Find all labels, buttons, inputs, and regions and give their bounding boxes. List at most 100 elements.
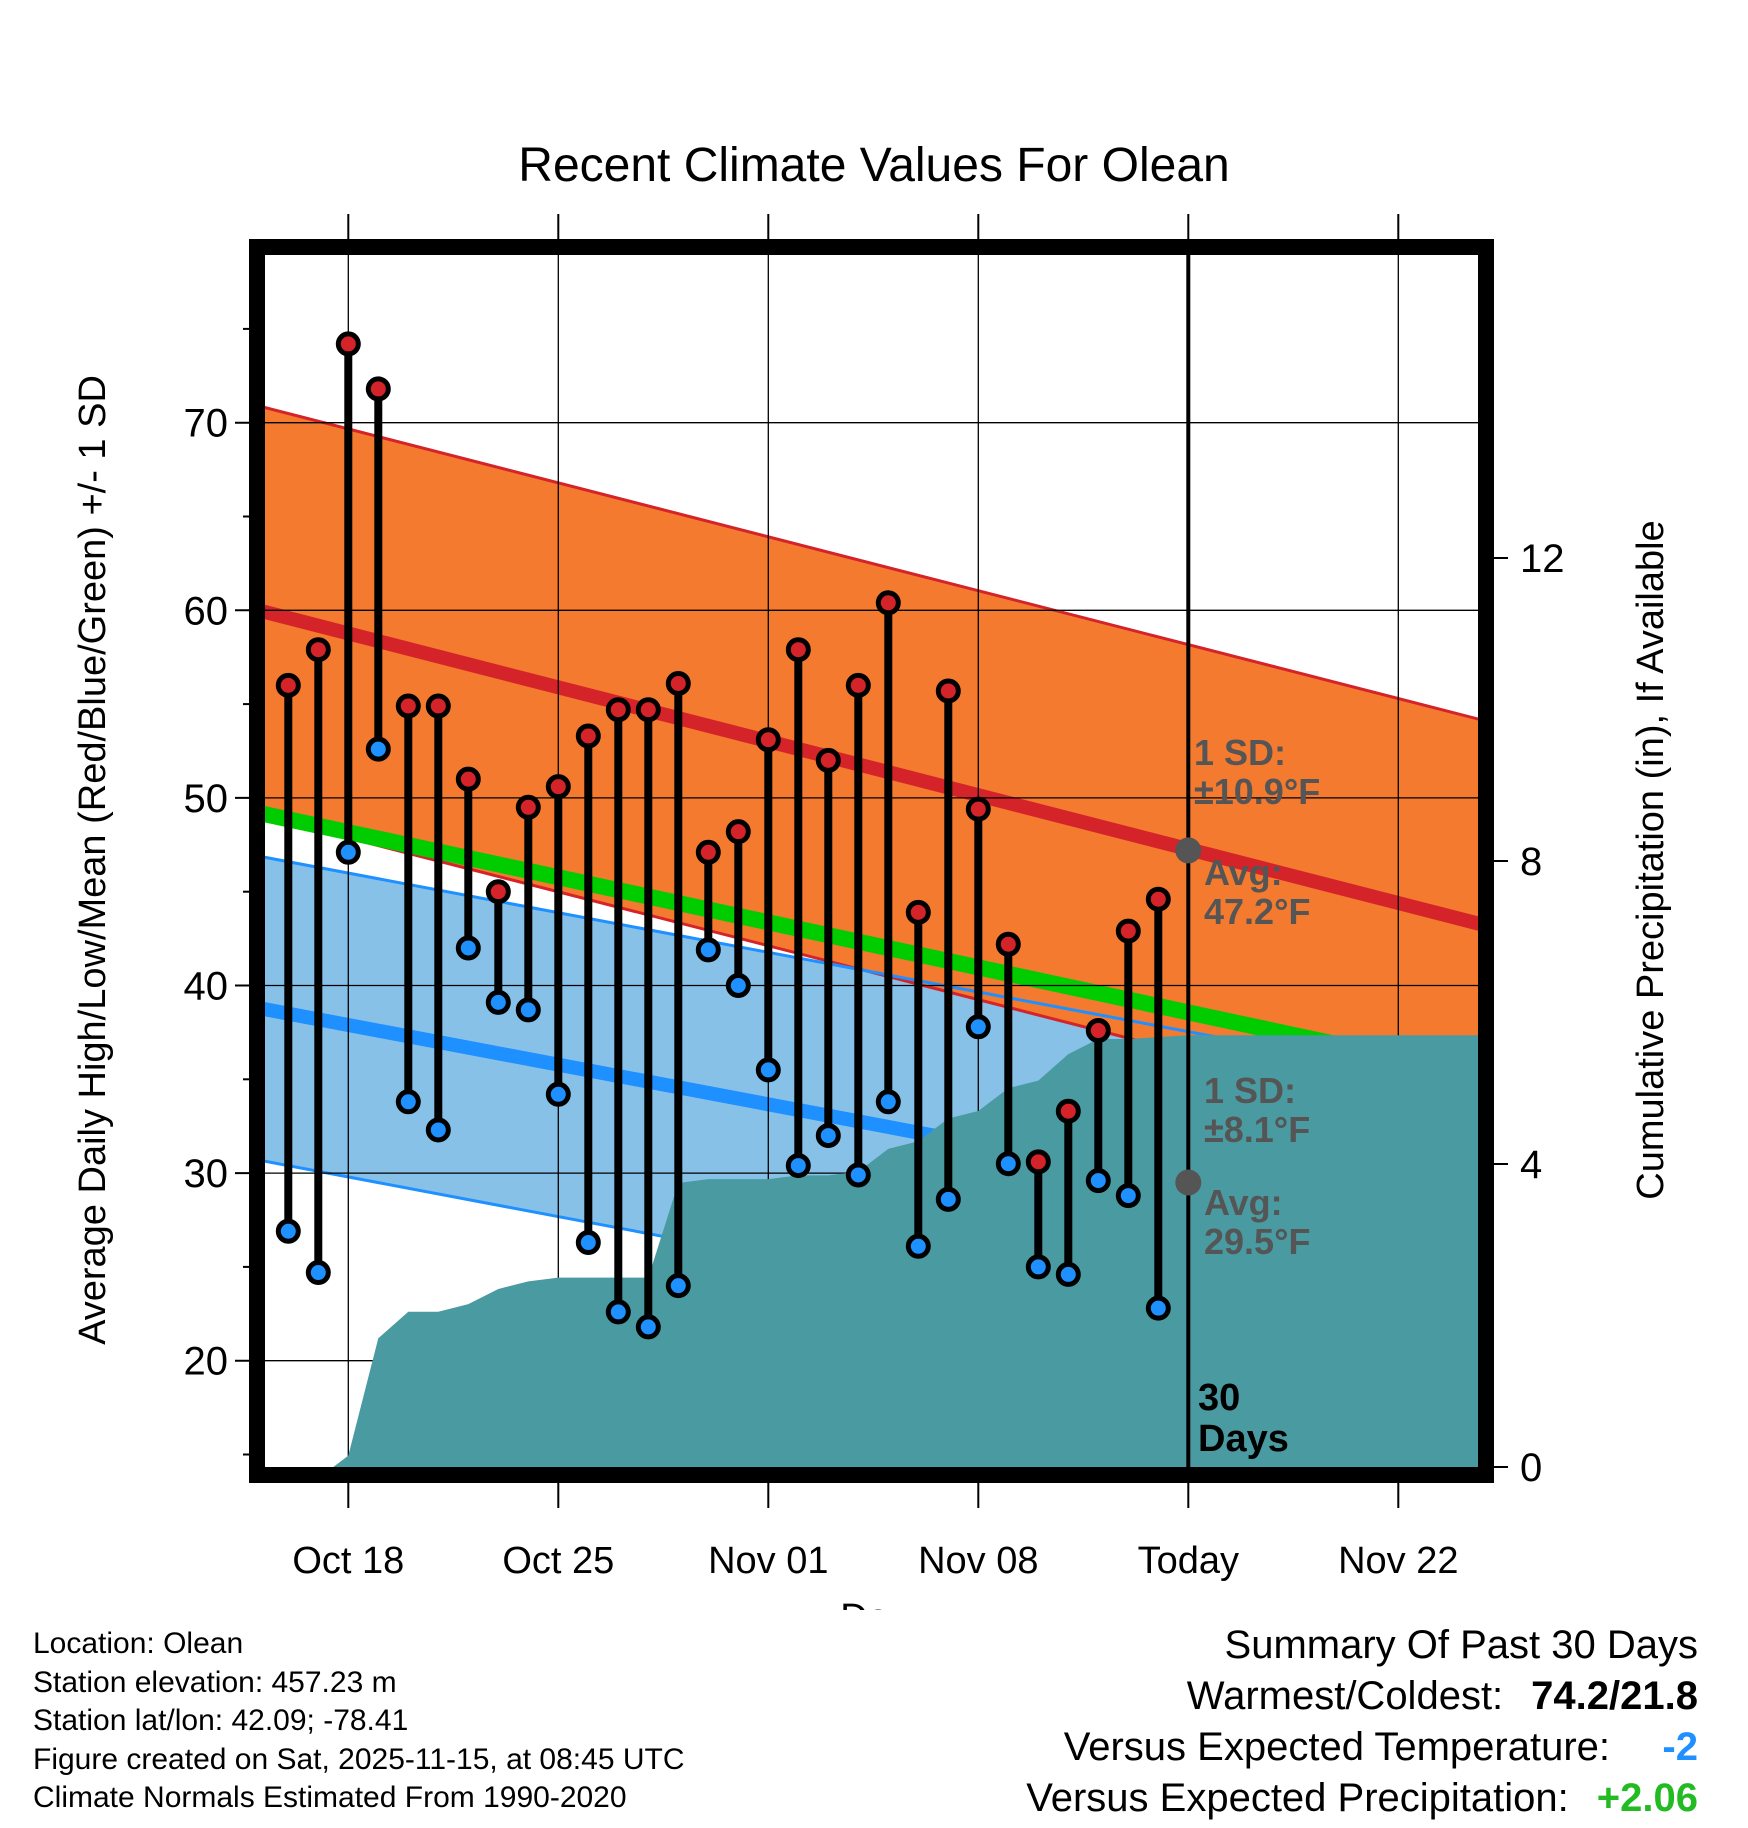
daily-low-point	[1025, 1254, 1051, 1280]
daily-high-point	[695, 839, 721, 865]
station-info: Location: Olean Station elevation: 457.2…	[33, 1625, 685, 1818]
y-tick-label: 50	[184, 777, 229, 821]
y2-tick-label: 8	[1520, 840, 1542, 884]
daily-high-point	[515, 794, 541, 820]
created-text: Figure created on Sat, 2025-11-15, at 08…	[33, 1742, 685, 1776]
precipitation-anomaly-label: Versus Expected Precipitation:	[1026, 1776, 1569, 1820]
daily-low-point	[965, 1014, 991, 1040]
y-tick-label: 60	[184, 589, 229, 633]
latlon-text: Station lat/lon: 42.09; -78.41	[33, 1704, 409, 1737]
daily-high-point	[725, 819, 751, 845]
daily-high-point	[785, 637, 811, 663]
warmest-coldest-row: Warmest/Coldest: 74.2/21.8	[1026, 1671, 1698, 1722]
daily-low-point	[755, 1057, 781, 1083]
x-tick-label: Nov 01	[708, 1540, 828, 1582]
axes: 20 30 40 50 60 70 0 4 8 12 Oct 18 Oct 25 Nov 01 Nov 0…	[184, 214, 1565, 1582]
daily-high-point	[845, 672, 871, 698]
warmest-coldest-label: Warmest/Coldest:	[1186, 1674, 1504, 1718]
daily-low-point	[635, 1314, 661, 1340]
summary-panel: Summary Of Past 30 Days Warmest/Coldest:…	[1026, 1620, 1698, 1824]
daily-high-point	[935, 678, 961, 704]
y-tick-label: 20	[184, 1340, 229, 1384]
temperature-anomaly-label: Versus Expected Temperature:	[1063, 1725, 1610, 1769]
summary-title: Summary Of Past 30 Days	[1224, 1623, 1698, 1667]
low-sd-annotation: 1 SD: ±8.1°F	[1204, 1070, 1310, 1150]
daily-low-point	[665, 1273, 691, 1299]
daily-high-point	[305, 637, 331, 663]
daily-high-point	[635, 697, 661, 723]
daily-low-point	[485, 989, 511, 1015]
daily-high-point	[275, 672, 301, 698]
daily-high-point	[365, 376, 391, 402]
daily-high-point	[875, 590, 901, 616]
daily-low-point	[1115, 1183, 1141, 1209]
plot-overlay: 1 SD: ±10.9°F Avg: 47.2°F 1 SD: ±8.1°F Avg: 29.…	[275, 255, 1320, 1467]
x-axis-label: Day	[840, 1597, 908, 1610]
daily-high-point	[1145, 886, 1171, 912]
plot-area	[265, 255, 1478, 1467]
y-tick-label: 30	[184, 1152, 229, 1196]
warmest-coldest-value: 74.2/21.8	[1531, 1674, 1698, 1718]
daily-low-point	[335, 839, 361, 865]
daily-high-point	[425, 693, 451, 719]
precipitation-anomaly-row: Versus Expected Precipitation: +2.06	[1026, 1773, 1698, 1824]
y2-tick-label: 12	[1520, 537, 1565, 581]
x-tick-label: Oct 18	[292, 1540, 404, 1582]
location-text: Location: Olean	[33, 1627, 244, 1660]
today-high-average-marker	[1175, 837, 1202, 864]
temperature-anomaly-value: -2	[1662, 1725, 1698, 1769]
today-low-average-marker	[1175, 1169, 1202, 1196]
chart-title: Recent Climate Values For Olean	[518, 139, 1229, 192]
daily-high-point	[665, 670, 691, 696]
daily-low-point	[1085, 1168, 1111, 1194]
daily-high-point	[755, 727, 781, 753]
daily-high-point	[485, 879, 511, 905]
normals-text: Climate Normals Estimated From 1990-2020	[33, 1781, 627, 1814]
daily-high-point	[1025, 1149, 1051, 1175]
daily-low-point	[305, 1260, 331, 1286]
high-average-annotation: Avg: 47.2°F	[1204, 852, 1310, 932]
daily-high-point	[815, 747, 841, 773]
high-average-line	[265, 604, 1478, 931]
precipitation-anomaly-value: +2.06	[1596, 1776, 1698, 1820]
daily-low-point	[845, 1162, 871, 1188]
y-tick-label: 70	[184, 402, 229, 446]
daily-high-point	[395, 693, 421, 719]
low-average-annotation: Avg: 29.5°F	[1204, 1182, 1310, 1262]
daily-high-point	[545, 774, 571, 800]
daily-low-point	[575, 1230, 601, 1256]
daily-high-point	[335, 331, 361, 357]
climate-chart: Recent Climate Values For Olean 1 SD: ±10…	[72, 139, 1672, 1610]
daily-low-point	[605, 1299, 631, 1325]
daily-low-point	[995, 1151, 1021, 1177]
daily-low-point	[395, 1089, 421, 1115]
x-tick-label: Nov 22	[1338, 1540, 1458, 1582]
daily-low-point	[455, 935, 481, 961]
elevation-text: Station elevation: 457.23 m	[33, 1665, 397, 1699]
daily-low-point	[785, 1153, 811, 1179]
high-sd-annotation: 1 SD: ±10.9°F	[1194, 732, 1320, 812]
days-annotation: 30 Days	[1198, 1377, 1289, 1460]
daily-low-point	[935, 1186, 961, 1212]
x-tick-label: Oct 25	[502, 1540, 614, 1582]
daily-low-point	[1145, 1295, 1171, 1321]
daily-high-point	[1055, 1098, 1081, 1124]
y-tick-label: 40	[184, 965, 229, 1009]
y2-tick-label: 0	[1520, 1446, 1542, 1490]
temperature-anomaly-row: Versus Expected Temperature: -2	[1026, 1722, 1698, 1773]
daily-low-point	[815, 1123, 841, 1149]
daily-low-point	[515, 997, 541, 1023]
daily-high-point	[995, 931, 1021, 957]
daily-high-point	[1115, 918, 1141, 944]
daily-low-point	[545, 1081, 571, 1107]
daily-low-point	[905, 1233, 931, 1259]
precipitation-area	[265, 1035, 1478, 1467]
daily-low-point	[875, 1089, 901, 1115]
daily-high-point	[575, 723, 601, 749]
daily-high-point	[1085, 1018, 1111, 1044]
daily-low-point	[725, 973, 751, 998]
y2-axis-label: Cumulative Precipitation (in), If Availa…	[1630, 520, 1672, 1199]
daily-high-point	[965, 796, 991, 822]
y2-tick-label: 4	[1520, 1143, 1542, 1187]
daily-low-point	[1055, 1261, 1081, 1287]
